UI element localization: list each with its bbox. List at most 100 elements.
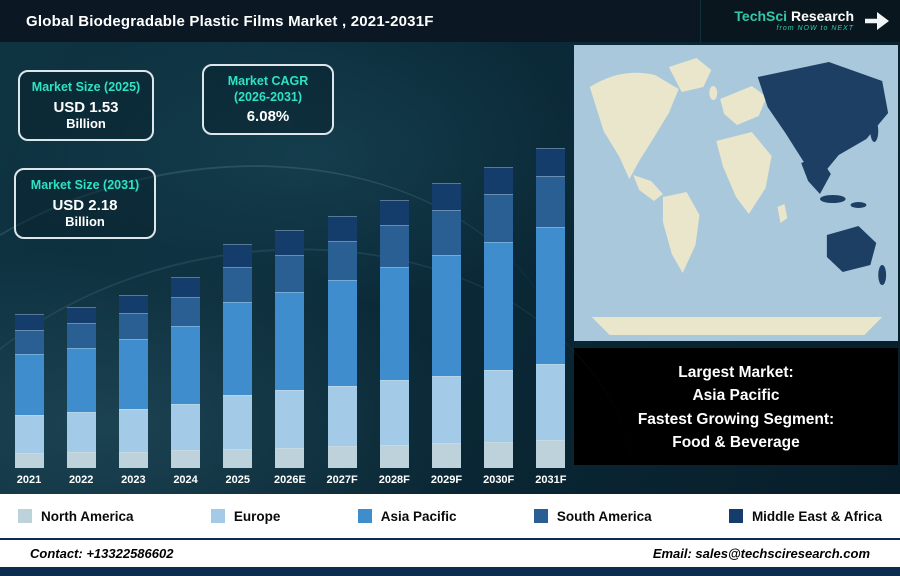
bar-stack xyxy=(171,277,201,468)
bar-segment-south-america xyxy=(432,209,461,256)
bar-column-2025: 2025 xyxy=(221,243,255,488)
map-asia-highlight xyxy=(757,62,889,179)
x-axis-label: 2030F xyxy=(483,474,515,486)
bar-segment-south-america xyxy=(327,240,357,281)
legend-item-north-america: North America xyxy=(18,509,134,524)
contact-info: Contact: +13322586602 xyxy=(30,546,174,561)
stacked-bar-chart: Market Size (2025) USD 1.53 Billion Mark… xyxy=(0,42,570,494)
bar-stack xyxy=(484,167,514,468)
map-africa xyxy=(716,132,772,214)
bar-stack xyxy=(66,306,96,468)
legend-item-south-america: South America xyxy=(533,509,652,524)
bar-segment-europe xyxy=(66,412,96,452)
legend-item-middle-east-africa: Middle East & Africa xyxy=(728,508,882,524)
bars-row: 2021 2022 2023 2024 2025 2026E 2027F 2028F 2029F… xyxy=(12,148,568,488)
logo-tagline: from NOW to NEXT xyxy=(776,24,854,32)
bar-segment-asia-pacific xyxy=(66,347,96,413)
map-japan-highlight xyxy=(870,120,879,142)
bar-segment-north-america xyxy=(223,448,253,468)
map-central-america xyxy=(633,175,663,201)
legend-item-europe: Europe xyxy=(210,508,281,524)
map-madagascar xyxy=(777,204,788,223)
card-unit: Billion xyxy=(65,213,105,229)
bar-stack xyxy=(14,314,44,468)
bar-segment-middle-east-africa xyxy=(14,314,44,331)
bar-segment-europe xyxy=(379,380,409,445)
bar-segment-middle-east-africa xyxy=(223,243,253,268)
map-australia-highlight xyxy=(826,226,877,272)
x-axis-label: 2023 xyxy=(121,474,146,486)
bar-stack xyxy=(223,243,253,468)
callout-line: Food & Beverage xyxy=(672,433,800,451)
bar-segment-north-america xyxy=(118,451,148,468)
bar-segment-middle-east-africa xyxy=(432,183,461,210)
map-southeast-asia-highlight xyxy=(801,156,831,194)
bar-segment-north-america xyxy=(171,450,201,468)
bar-column-2029f: 2029F xyxy=(430,183,464,488)
bar-segment-north-america xyxy=(484,441,514,468)
bar-stack xyxy=(327,215,357,468)
bar-segment-north-america xyxy=(379,444,409,468)
bar-segment-europe xyxy=(536,363,566,441)
largest-market-callout: Largest Market: Asia Pacific Fastest Gro… xyxy=(574,348,898,465)
bar-segment-asia-pacific xyxy=(275,292,305,391)
bar-segment-middle-east-africa xyxy=(379,199,409,225)
bar-column-2024: 2024 xyxy=(169,277,203,488)
x-axis-label: 2029F xyxy=(430,474,463,486)
x-axis-label: 2031F xyxy=(535,474,567,486)
bar-segment-asia-pacific xyxy=(484,242,514,370)
bar-segment-asia-pacific xyxy=(327,280,357,386)
bar-stack xyxy=(118,295,148,468)
bar-segment-europe xyxy=(275,390,305,448)
header-bar: Global Biodegradable Plastic Films Marke… xyxy=(0,0,900,42)
callout-line: Asia Pacific xyxy=(692,387,780,405)
legend-label: Europe xyxy=(233,508,281,524)
card-value: USD 1.53 xyxy=(53,98,119,116)
bar-column-2026e: 2026E xyxy=(273,230,307,488)
bar-segment-europe xyxy=(432,375,461,444)
map-north-america xyxy=(589,72,679,179)
bar-segment-europe xyxy=(327,385,357,446)
bar-segment-middle-east-africa xyxy=(275,230,305,256)
bar-column-2030f: 2030F xyxy=(482,167,516,488)
legend-swatch xyxy=(210,509,225,523)
bar-segment-europe xyxy=(118,409,148,452)
bar-segment-asia-pacific xyxy=(118,339,148,410)
bar-segment-asia-pacific xyxy=(14,353,44,416)
logo-text: TechSci Research from NOW to NEXT xyxy=(734,9,854,32)
arrow-right-icon xyxy=(862,6,892,36)
map-antarctica xyxy=(591,317,883,335)
logo-brand-line: TechSci Research xyxy=(734,9,854,24)
bar-segment-north-america xyxy=(275,447,305,468)
bar-stack xyxy=(432,183,461,468)
legend-label: Middle East & Africa xyxy=(751,508,882,524)
bar-segment-south-america xyxy=(66,322,96,348)
bar-column-2022: 2022 xyxy=(64,306,98,488)
bar-column-2023: 2023 xyxy=(116,295,150,488)
bar-stack xyxy=(379,199,409,468)
bar-segment-south-america xyxy=(223,267,253,303)
bar-segment-middle-east-africa xyxy=(536,148,566,177)
bar-column-2031f: 2031F xyxy=(534,148,568,488)
bar-segment-north-america xyxy=(432,443,461,468)
logo-brand-primary: TechSci xyxy=(734,8,788,25)
legend-item-asia-pacific: Asia Pacific xyxy=(357,509,457,524)
bar-segment-middle-east-africa xyxy=(484,167,514,194)
bar-segment-south-america xyxy=(484,193,514,243)
x-axis-label: 2024 xyxy=(173,474,198,486)
market-size-2025-card: Market Size (2025) USD 1.53 Billion xyxy=(18,70,154,141)
bar-segment-south-america xyxy=(171,296,201,326)
bar-column-2027f: 2027F xyxy=(325,215,359,488)
x-axis-label: 2028F xyxy=(378,474,410,486)
bar-segment-asia-pacific xyxy=(171,325,201,404)
card-unit: Billion xyxy=(66,115,106,131)
x-axis-label: 2025 xyxy=(225,474,250,486)
legend-swatch xyxy=(533,509,548,523)
x-axis-label: 2026E xyxy=(274,474,306,486)
bar-segment-south-america xyxy=(118,312,148,340)
bar-column-2021: 2021 xyxy=(12,314,46,488)
bar-segment-middle-east-africa xyxy=(66,306,96,323)
bar-segment-north-america xyxy=(14,453,44,468)
bar-column-2028f: 2028F xyxy=(377,199,411,488)
